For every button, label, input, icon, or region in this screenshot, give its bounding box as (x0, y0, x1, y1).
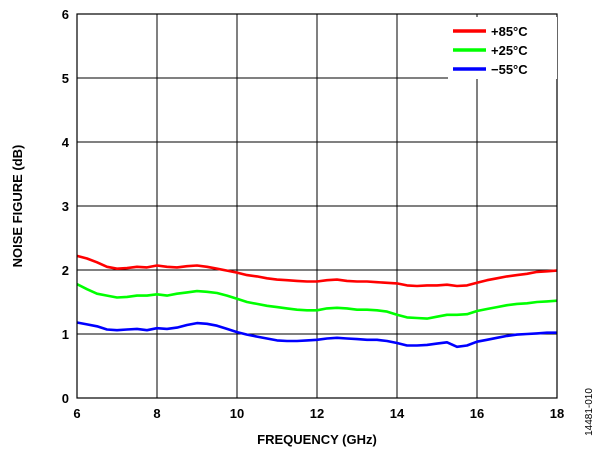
x-tick-label: 16 (470, 406, 484, 421)
y-axis-label: NOISE FIGURE (dB) (10, 145, 25, 268)
x-tick-label: 14 (390, 406, 405, 421)
x-tick-labels: 6 8 10 12 14 16 18 (73, 406, 564, 421)
y-tick-label: 6 (62, 7, 69, 22)
legend-label: +25°C (491, 43, 528, 58)
x-tick-label: 12 (310, 406, 324, 421)
y-tick-label: 3 (62, 199, 69, 214)
x-tick-label: 8 (153, 406, 160, 421)
y-tick-label: 1 (62, 327, 69, 342)
legend-label: +85°C (491, 24, 528, 39)
legend: +85°C +25°C −55°C (448, 17, 557, 79)
x-axis-label: FREQUENCY (GHz) (257, 432, 377, 447)
y-tick-label: 4 (62, 135, 70, 150)
y-tick-label: 2 (62, 263, 69, 278)
y-tick-label: 0 (62, 391, 69, 406)
legend-label: −55°C (491, 62, 528, 77)
y-tick-labels: 0 1 2 3 4 5 6 (62, 7, 70, 406)
x-tick-label: 6 (73, 406, 80, 421)
figure-id: 14481-010 (584, 388, 595, 436)
x-tick-label: 18 (550, 406, 564, 421)
series-line-2 (76, 282, 558, 320)
series-lines (76, 254, 558, 349)
x-tick-label: 10 (230, 406, 244, 421)
plot-frame (76, 13, 558, 399)
series-line-1 (76, 254, 558, 288)
series-line-3 (76, 321, 557, 349)
y-tick-label: 5 (62, 71, 69, 86)
